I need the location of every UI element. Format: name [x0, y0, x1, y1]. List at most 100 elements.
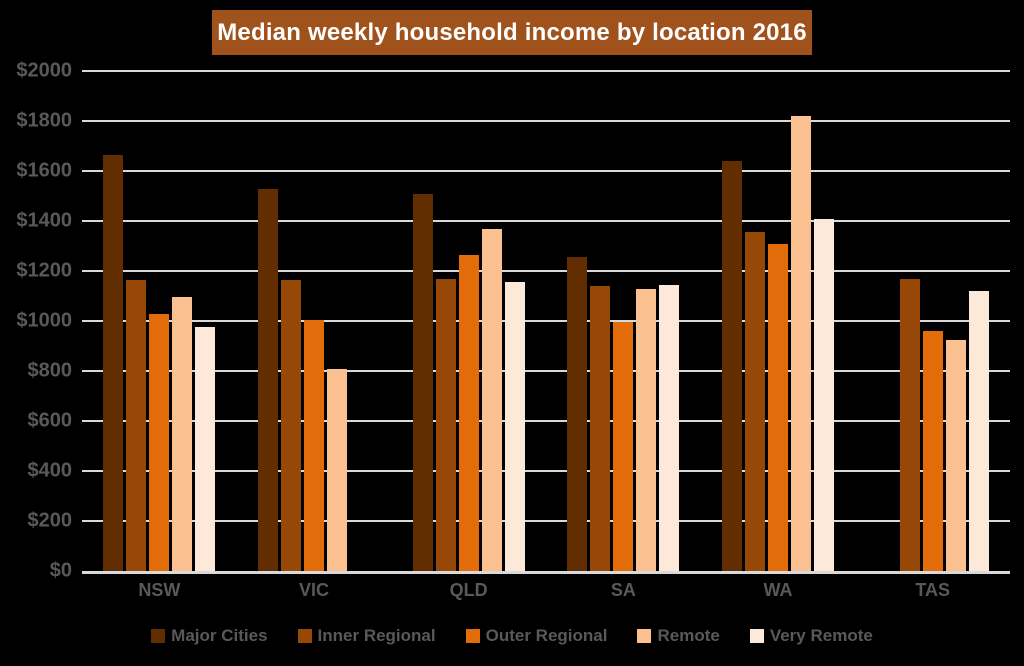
- bar: [899, 278, 920, 571]
- gridline: [82, 320, 1010, 322]
- bar: [412, 193, 433, 571]
- bar-slot: [590, 71, 611, 571]
- bar: [435, 278, 456, 571]
- bar-slot: [745, 71, 766, 571]
- x-tick-label: WA: [763, 580, 793, 600]
- bar-slot: [281, 71, 301, 571]
- legend-label: Remote: [657, 626, 720, 645]
- bar-slot: [149, 71, 170, 571]
- bar-slot: [304, 71, 324, 571]
- bar-slot: [412, 71, 433, 571]
- gridline: [82, 520, 1010, 522]
- bar-slot: [195, 71, 216, 571]
- bar-slot: [327, 71, 347, 571]
- x-tick-label: QLD: [449, 580, 488, 600]
- y-tick-label: $2000: [16, 59, 72, 82]
- bar-slot: [504, 71, 525, 571]
- x-axis-labels: NSW VIC QLD SA WA TAS: [82, 580, 1010, 601]
- y-tick-label: $200: [27, 509, 73, 532]
- bar: [722, 161, 743, 571]
- y-tick-label: $600: [27, 409, 73, 432]
- bar-slot: [877, 71, 897, 571]
- legend-label: Inner Regional: [317, 626, 436, 645]
- bar-slot: [814, 71, 835, 571]
- legend-item: Very Remote: [749, 626, 873, 646]
- x-tick-label: SA: [610, 580, 636, 600]
- legend-label: Very Remote: [769, 626, 873, 645]
- bar-slot: [103, 71, 124, 571]
- y-tick-label: $1000: [16, 309, 72, 332]
- y-tick-label: $0: [49, 559, 72, 582]
- bar-slot: [350, 71, 370, 571]
- bar: [481, 228, 502, 571]
- bar: [567, 257, 588, 571]
- bar: [103, 154, 124, 571]
- bar-slot: [435, 71, 456, 571]
- bar-slot: [945, 71, 966, 571]
- bar: [126, 279, 147, 571]
- bar-group-tas: [855, 71, 1010, 571]
- gridline: [82, 270, 1010, 272]
- bar: [458, 254, 479, 571]
- bar: [172, 297, 193, 571]
- x-tick-label: TAS: [915, 580, 951, 600]
- bar-slot: [481, 71, 502, 571]
- bar: [814, 218, 835, 571]
- bar: [590, 286, 611, 571]
- bar: [659, 284, 680, 571]
- bar: [195, 327, 216, 571]
- legend-label: Outer Regional: [485, 626, 608, 645]
- legend-label: Major Cities: [171, 626, 268, 645]
- bar: [636, 288, 657, 571]
- x-tick-label: NSW: [138, 580, 181, 600]
- bar-group-vic: [237, 71, 392, 571]
- bar: [281, 279, 301, 571]
- chart-title: Median weekly household income by locati…: [212, 10, 812, 55]
- y-tick-label: $1800: [16, 109, 72, 132]
- bar-slot: [172, 71, 193, 571]
- bar-slot: [458, 71, 479, 571]
- bar: [791, 116, 812, 571]
- gridline: [82, 170, 1010, 172]
- bar-slot: [722, 71, 743, 571]
- legend-swatch-icon: [297, 629, 312, 643]
- legend-swatch-icon: [465, 629, 480, 643]
- bar-slot: [659, 71, 680, 571]
- bar-group-wa: [701, 71, 856, 571]
- bar: [258, 188, 278, 571]
- y-tick-label: $1200: [16, 259, 72, 282]
- bar: [945, 339, 966, 571]
- bar-slot: [791, 71, 812, 571]
- legend-item: Remote: [637, 626, 720, 646]
- bar: [768, 243, 789, 571]
- y-tick-label: $800: [27, 359, 73, 382]
- gridline: [82, 420, 1010, 422]
- bar: [745, 232, 766, 571]
- legend-item: Outer Regional: [465, 626, 608, 646]
- legend-item: Major Cities: [151, 626, 268, 646]
- bar-groups: [82, 71, 1010, 571]
- legend-swatch-icon: [151, 629, 166, 643]
- bar-group-qld: [391, 71, 546, 571]
- legend-item: Inner Regional: [297, 626, 436, 646]
- gridline: [82, 220, 1010, 222]
- bar: [504, 282, 525, 571]
- gridline: [82, 120, 1010, 122]
- gridline: [82, 70, 1010, 72]
- bar-slot: [636, 71, 657, 571]
- bar: [149, 313, 170, 571]
- bar-slot: [126, 71, 147, 571]
- y-tick-label: $1400: [16, 209, 72, 232]
- legend-swatch-icon: [749, 629, 764, 643]
- gridline: [82, 370, 1010, 372]
- bar-group-sa: [546, 71, 701, 571]
- bar-group-nsw: [82, 71, 237, 571]
- legend-swatch-icon: [637, 629, 652, 643]
- bar-slot: [968, 71, 989, 571]
- bar-slot: [258, 71, 278, 571]
- bar: [968, 291, 989, 571]
- legend: Major Cities Inner Regional Outer Regional…: [0, 626, 1024, 646]
- bar-slot: [922, 71, 943, 571]
- bar-slot: [899, 71, 920, 571]
